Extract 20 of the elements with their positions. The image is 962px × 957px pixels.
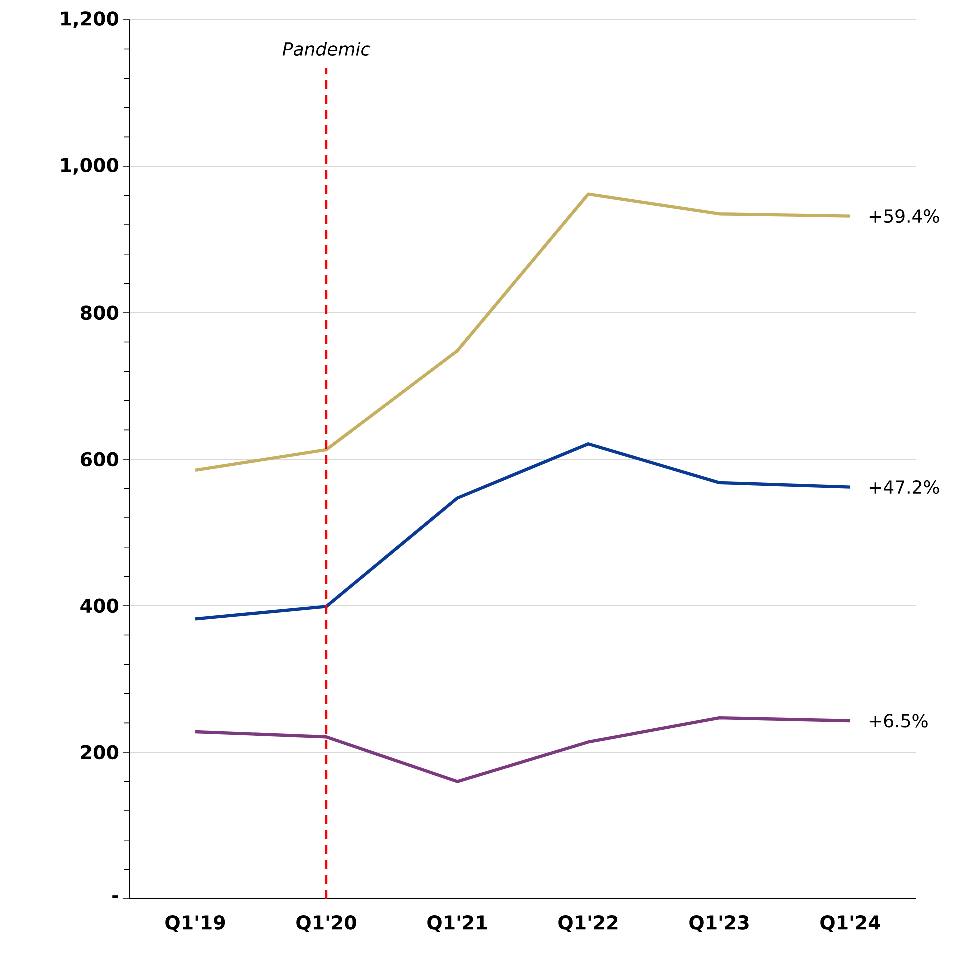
line-series: [194, 442, 852, 621]
y-tick-label: 800: [80, 306, 119, 320]
annotation: +6.5%: [870, 714, 928, 728]
x-tick-label: Q1'20: [296, 916, 356, 932]
line-series: [194, 716, 852, 784]
y-tick-label: 200: [81, 745, 119, 760]
y-tick-label: 400: [80, 598, 119, 614]
y-tick-label: -: [112, 896, 118, 898]
x-tick-label: Q1'21: [428, 916, 488, 932]
y-tick-label: 1,200: [62, 12, 119, 28]
ref-line-label: Pandemic: [282, 42, 370, 56]
line-series: [194, 192, 852, 472]
x-tick-label: Q1'22: [558, 916, 618, 932]
x-tick-label: Q1'23: [690, 916, 749, 932]
annotation: +59.4%: [870, 209, 940, 224]
annotation: +47.2%: [870, 480, 940, 494]
x-tick-label: Q1'19: [166, 916, 226, 932]
y-tick-label: 1,000: [62, 158, 119, 175]
y-tick-label: 600: [80, 452, 119, 467]
x-tick-label: Q1'24: [820, 916, 880, 932]
